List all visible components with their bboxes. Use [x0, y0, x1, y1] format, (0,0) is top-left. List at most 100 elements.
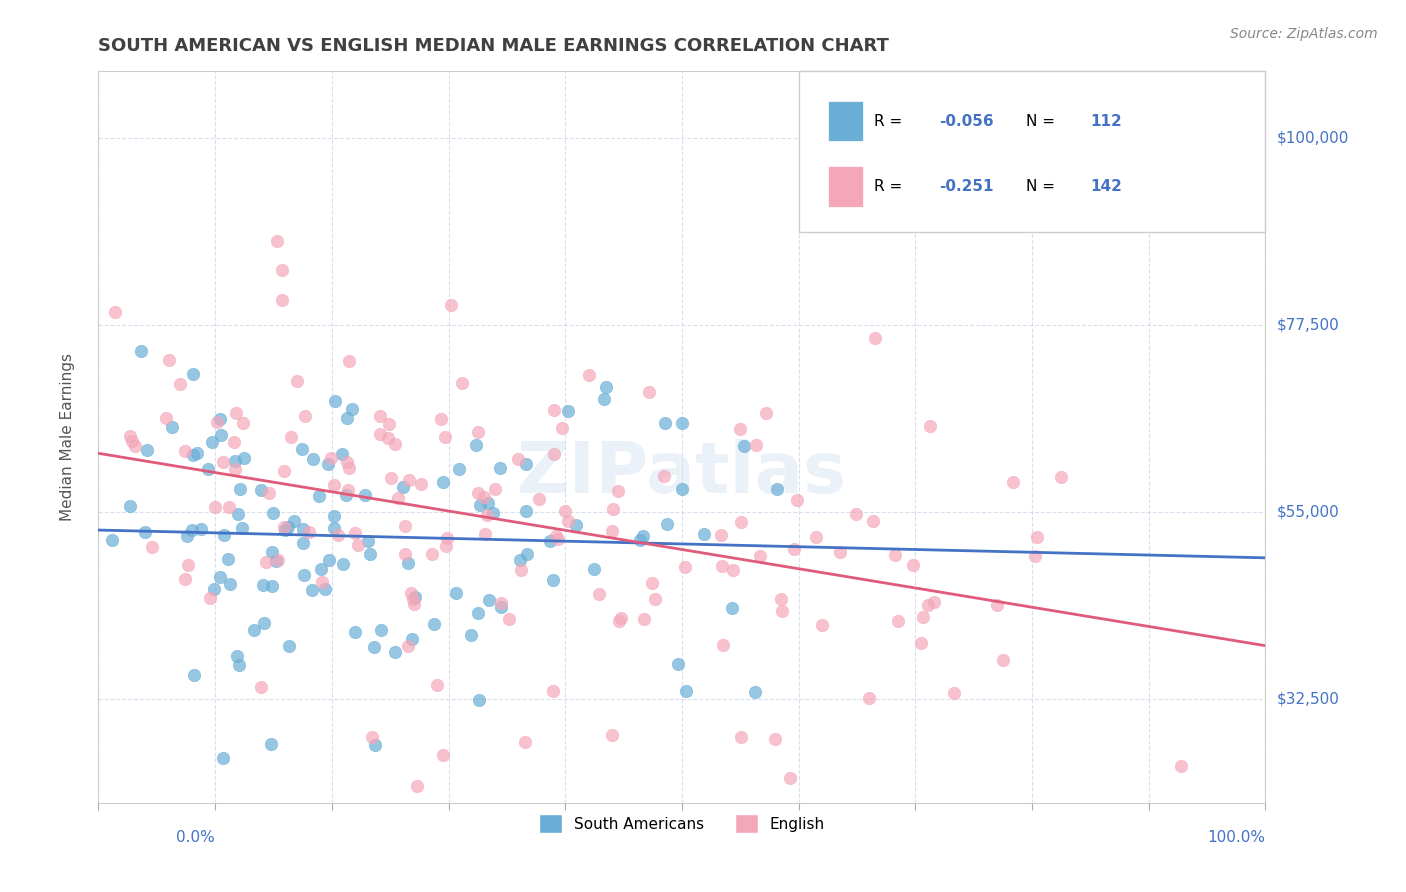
- Point: [673, 559, 696, 574]
- Point: [322, 478, 344, 492]
- Point: [298, 524, 321, 539]
- Point: [786, 493, 808, 508]
- Point: [887, 615, 910, 629]
- Text: $100,000: $100,000: [1277, 130, 1348, 145]
- Point: [918, 419, 941, 434]
- Point: [384, 645, 406, 659]
- Point: [314, 582, 336, 596]
- Point: [468, 693, 491, 707]
- Text: 142: 142: [1091, 179, 1122, 194]
- Point: [301, 583, 323, 598]
- Point: [444, 586, 467, 600]
- Point: [402, 591, 425, 606]
- Point: [101, 533, 124, 548]
- Point: [160, 420, 183, 434]
- Point: [557, 514, 579, 528]
- Point: [467, 425, 489, 440]
- Point: [509, 553, 531, 567]
- Point: [541, 684, 564, 698]
- Text: -0.056: -0.056: [939, 113, 993, 128]
- Text: 100.0%: 100.0%: [1208, 830, 1265, 845]
- Point: [863, 330, 886, 344]
- Point: [218, 500, 240, 514]
- Point: [396, 556, 419, 570]
- Point: [506, 452, 529, 467]
- Point: [322, 509, 344, 524]
- Point: [986, 599, 1008, 613]
- Point: [721, 563, 744, 577]
- Text: $55,000: $55,000: [1277, 504, 1340, 519]
- Point: [318, 553, 340, 567]
- Point: [436, 531, 458, 545]
- Point: [292, 568, 315, 582]
- Point: [411, 477, 433, 491]
- Point: [644, 592, 666, 607]
- Point: [404, 590, 426, 604]
- Point: [120, 429, 142, 443]
- Point: [181, 367, 204, 381]
- Point: [266, 234, 288, 248]
- Point: [484, 483, 506, 497]
- Point: [557, 404, 579, 418]
- Text: R =: R =: [875, 113, 908, 128]
- Point: [755, 406, 778, 420]
- Point: [432, 475, 454, 489]
- Point: [384, 436, 406, 450]
- Point: [330, 446, 353, 460]
- Point: [135, 442, 157, 457]
- Point: [392, 480, 415, 494]
- Point: [600, 729, 623, 743]
- Point: [340, 402, 363, 417]
- Point: [134, 525, 156, 540]
- Point: [335, 488, 357, 502]
- Point: [222, 434, 245, 449]
- Point: [124, 439, 146, 453]
- Point: [357, 533, 380, 548]
- Point: [280, 430, 302, 444]
- Point: [228, 657, 250, 672]
- Point: [668, 657, 690, 671]
- Point: [447, 462, 470, 476]
- Point: [710, 527, 733, 541]
- Point: [120, 499, 142, 513]
- Point: [254, 555, 277, 569]
- Point: [346, 538, 368, 552]
- Point: [337, 483, 360, 497]
- Point: [325, 393, 347, 408]
- Point: [205, 415, 228, 429]
- Point: [291, 442, 314, 456]
- Point: [201, 434, 224, 449]
- Point: [377, 417, 399, 431]
- Point: [631, 528, 654, 542]
- Point: [337, 354, 360, 368]
- Point: [600, 524, 623, 538]
- Point: [655, 516, 678, 531]
- Point: [209, 412, 232, 426]
- Text: N =: N =: [1026, 113, 1060, 128]
- Point: [423, 617, 446, 632]
- Point: [270, 262, 292, 277]
- Point: [582, 562, 605, 576]
- Text: R =: R =: [875, 179, 908, 194]
- Text: SOUTH AMERICAN VS ENGLISH MEDIAN MALE EARNINGS CORRELATION CHART: SOUTH AMERICAN VS ENGLISH MEDIAN MALE EA…: [98, 37, 890, 54]
- Point: [368, 427, 391, 442]
- Point: [1049, 470, 1071, 484]
- Legend: South Americans, English: South Americans, English: [533, 808, 831, 839]
- Point: [266, 554, 288, 568]
- Text: 112: 112: [1091, 113, 1122, 128]
- FancyBboxPatch shape: [828, 167, 863, 207]
- Point: [633, 612, 655, 626]
- Point: [406, 779, 429, 793]
- Point: [260, 737, 283, 751]
- Point: [180, 523, 202, 537]
- Text: $77,500: $77,500: [1277, 318, 1340, 333]
- Text: ZIPatlas: ZIPatlas: [517, 439, 846, 508]
- Point: [285, 374, 308, 388]
- Point: [593, 392, 616, 407]
- Point: [489, 461, 512, 475]
- Point: [141, 540, 163, 554]
- Point: [607, 614, 630, 628]
- Point: [291, 522, 314, 536]
- Point: [711, 558, 734, 573]
- Point: [212, 527, 235, 541]
